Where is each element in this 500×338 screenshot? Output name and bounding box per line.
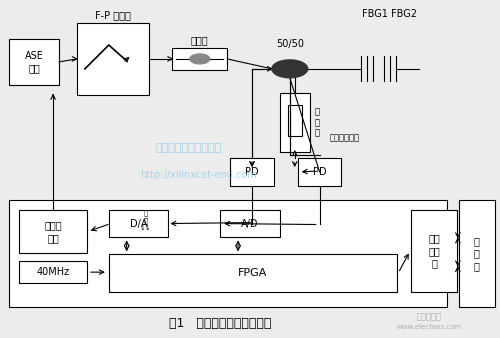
- Text: PD: PD: [313, 167, 326, 177]
- Text: 驰
频
迟: 驰 频 迟: [314, 107, 320, 137]
- Text: 计
算
机: 计 算 机: [474, 236, 480, 271]
- Text: 隔离器: 隔离器: [191, 35, 208, 45]
- FancyBboxPatch shape: [298, 158, 342, 186]
- Text: F-P 滤波器: F-P 滤波器: [95, 10, 130, 20]
- FancyBboxPatch shape: [10, 200, 447, 307]
- FancyBboxPatch shape: [220, 210, 280, 237]
- Ellipse shape: [190, 54, 210, 64]
- Text: 50/50: 50/50: [276, 39, 304, 49]
- Text: A/D: A/D: [241, 219, 259, 228]
- Text: 高压放
大器: 高压放 大器: [44, 220, 62, 243]
- Ellipse shape: [272, 60, 308, 78]
- Text: 图1   光纤光栅解调系统结构: 图1 光纤光栅解调系统结构: [169, 317, 272, 330]
- FancyBboxPatch shape: [109, 210, 168, 237]
- FancyBboxPatch shape: [230, 158, 274, 186]
- Text: 40MHz: 40MHz: [36, 267, 70, 277]
- FancyBboxPatch shape: [459, 200, 494, 307]
- Text: 热稳定标准具: 热稳定标准具: [330, 134, 360, 143]
- Text: www.elecfans.com: www.elecfans.com: [396, 324, 462, 330]
- FancyBboxPatch shape: [77, 23, 148, 95]
- FancyBboxPatch shape: [172, 48, 227, 70]
- FancyBboxPatch shape: [20, 210, 87, 253]
- Text: 频
率
↓↓: 频 率 ↓↓: [140, 210, 151, 231]
- FancyBboxPatch shape: [109, 254, 397, 292]
- Text: FBG1 FBG2: FBG1 FBG2: [362, 9, 416, 19]
- Text: 以太
网接
口: 以太 网接 口: [428, 234, 440, 268]
- FancyBboxPatch shape: [10, 39, 59, 85]
- FancyBboxPatch shape: [411, 210, 457, 292]
- Text: PD: PD: [245, 167, 259, 177]
- Text: FPGA: FPGA: [238, 268, 268, 278]
- FancyBboxPatch shape: [20, 261, 87, 283]
- Text: ASE
光源: ASE 光源: [25, 51, 44, 73]
- FancyBboxPatch shape: [288, 104, 302, 136]
- Text: http://xilinxcet-end.com: http://xilinxcet-end.com: [140, 170, 258, 180]
- Text: 创新网赛灵思中文推广: 创新网赛灵思中文推广: [156, 143, 222, 153]
- FancyBboxPatch shape: [280, 93, 310, 152]
- Text: 电子发烧友: 电子发烧友: [416, 312, 442, 321]
- Text: D/A: D/A: [130, 219, 148, 228]
